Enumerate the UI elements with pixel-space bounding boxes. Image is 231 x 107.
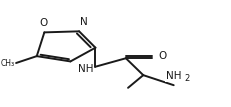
- Text: NH: NH: [78, 64, 93, 74]
- Text: N: N: [80, 17, 88, 27]
- Text: 2: 2: [183, 74, 188, 83]
- Text: O: O: [39, 18, 47, 28]
- Text: NH: NH: [165, 71, 181, 81]
- Text: O: O: [158, 51, 166, 61]
- Text: CH₃: CH₃: [1, 59, 15, 68]
